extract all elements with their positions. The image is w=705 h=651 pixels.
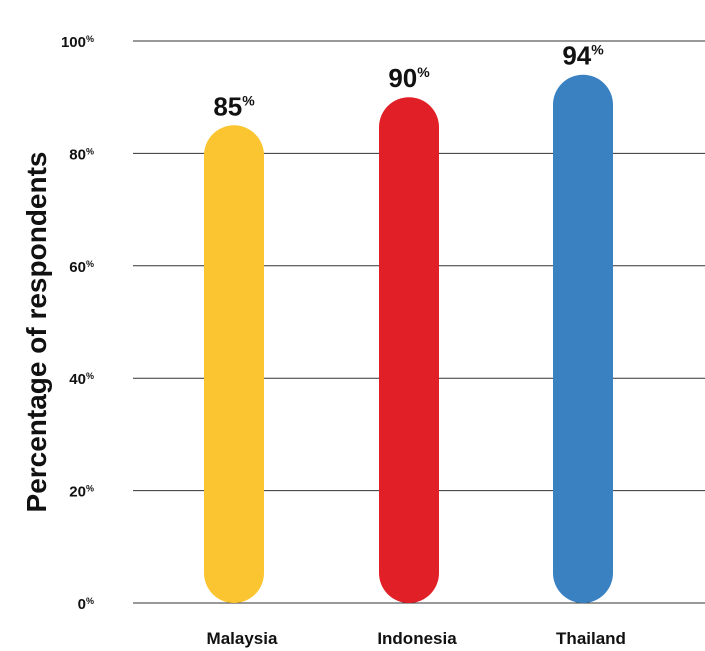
bar-indonesia: [379, 97, 439, 603]
data-label: 94%: [562, 41, 604, 71]
y-tick-label: 0%: [78, 596, 94, 613]
y-axis-ticks: 0% 20% 40% 60% 80% 100%: [61, 34, 94, 613]
x-axis-labels: Malaysia Indonesia Thailand: [207, 629, 626, 648]
y-axis-title: Percentage of respondents: [21, 152, 52, 513]
y-tick-label: 60%: [69, 259, 94, 276]
bar-thailand: [553, 74, 613, 604]
y-tick-percent-sign: %: [86, 596, 94, 606]
y-tick-label: 100%: [61, 34, 94, 51]
x-tick-label: Malaysia: [207, 629, 278, 648]
y-tick-label: 20%: [69, 484, 94, 501]
data-label-percent-sign: %: [417, 64, 430, 80]
y-tick-percent-sign: %: [86, 146, 94, 156]
y-tick-percent-sign: %: [86, 34, 94, 44]
data-label: 90%: [388, 63, 430, 93]
data-label-percent-sign: %: [242, 92, 255, 108]
x-tick-label: Indonesia: [377, 629, 457, 648]
bar-malaysia: [204, 125, 264, 604]
y-tick-label: 80%: [69, 146, 94, 163]
y-tick-label: 40%: [69, 371, 94, 388]
y-tick-percent-sign: %: [86, 484, 94, 494]
y-tick-percent-sign: %: [86, 259, 94, 269]
x-tick-label: Thailand: [556, 629, 626, 648]
data-label: 85%: [213, 91, 255, 121]
y-tick-percent-sign: %: [86, 371, 94, 381]
data-label-percent-sign: %: [591, 42, 604, 58]
bars: [204, 74, 613, 604]
